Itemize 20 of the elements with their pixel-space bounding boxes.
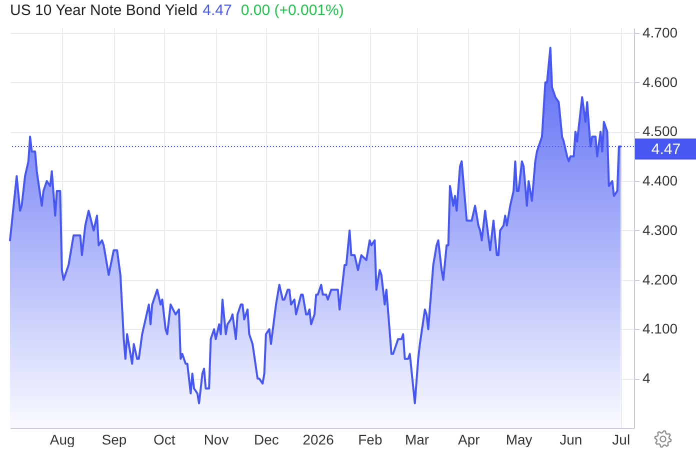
x-tick-label: Nov (204, 432, 229, 448)
x-tick-label: 2026 (302, 432, 334, 448)
y-tick-label: 4.600 (642, 74, 678, 90)
chart-title: US 10 Year Note Bond Yield (10, 2, 198, 19)
x-tick-label: Jun (560, 432, 582, 448)
x-tick-label: Jul (612, 432, 630, 448)
text: 4.47 (202, 1, 232, 21)
y-tick-label: 4.100 (642, 320, 678, 337)
x-tick-label: Feb (358, 432, 382, 448)
x-tick-label: Dec (254, 432, 279, 448)
y-tick-label: 4.400 (642, 172, 678, 189)
y-tick-label: 4.700 (642, 24, 678, 40)
y-tick-label: 4.500 (642, 123, 678, 140)
x-tick-label: Oct (154, 432, 176, 448)
x-tick-label: Mar (404, 432, 430, 448)
y-tick-label: 4.300 (642, 222, 678, 238)
ref-line-label: 4.47 (651, 141, 681, 158)
y-tick-label: 4 (642, 370, 650, 386)
text: 0.00 (+0.001%) (240, 1, 344, 21)
y-tick-label: 4.200 (642, 271, 678, 288)
